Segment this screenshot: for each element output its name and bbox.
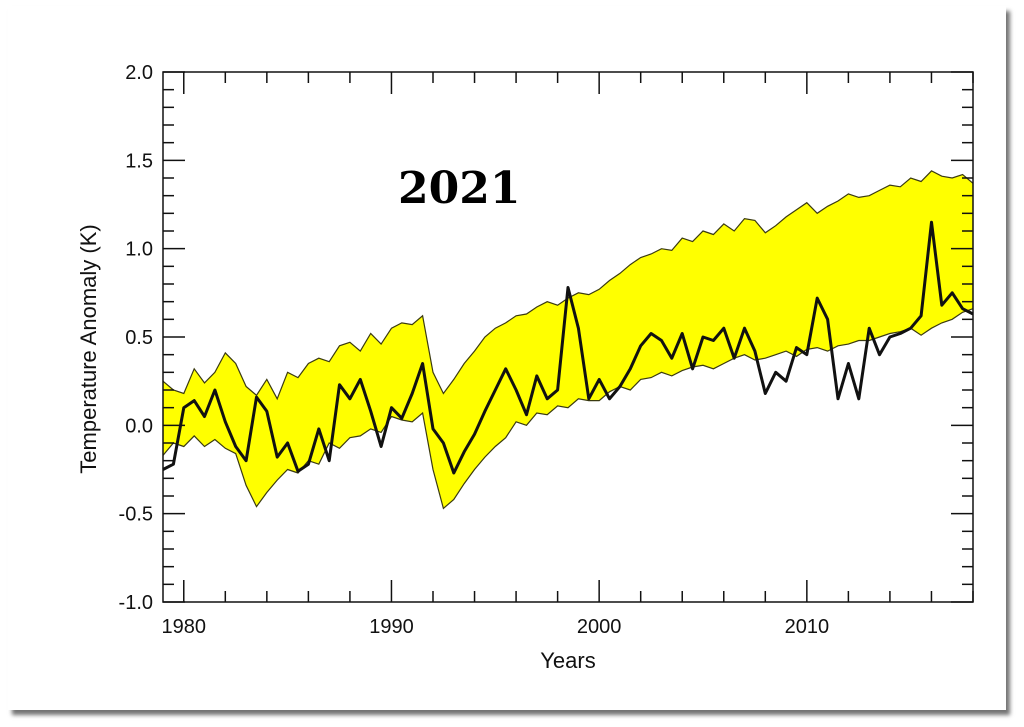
chart-frame: 1980 1990 2000 2010 -1.0 -0.5 0.0 0.5 1.0 1.5 2.0 …: [8, 6, 1006, 710]
x-tick-label: 1990: [369, 616, 414, 638]
y-tick-label: 1.5: [125, 150, 153, 172]
model-range-band: [163, 170, 973, 509]
year-annotation: 2021: [398, 163, 520, 214]
y-tick-label: -1.0: [119, 592, 153, 614]
x-tick-label: 2000: [577, 616, 622, 638]
y-tick-label: 1.0: [125, 239, 153, 261]
axis-ticks: [163, 71, 974, 603]
tick-labels: 1980 1990 2000 2010 -1.0 -0.5 0.0 0.5 1.0 1.5 2.0: [119, 62, 830, 638]
y-tick-label: 0.5: [125, 327, 153, 349]
x-tick-label: 2010: [785, 616, 830, 638]
y-tick-label: 0.0: [125, 415, 153, 437]
x-tick-label: 1980: [162, 616, 207, 638]
y-tick-label: 2.0: [125, 62, 153, 84]
x-axis-title: Years: [540, 648, 595, 673]
y-tick-label: -0.5: [119, 504, 153, 526]
temperature-anomaly-chart: 1980 1990 2000 2010-1.0-0.50.00.51.01.52.0 …: [76, 62, 974, 673]
plot-group: [162, 170, 974, 510]
observed-temperature-line: [162, 220, 974, 475]
y-axis-title: Temperature Anomaly (K): [76, 224, 101, 473]
model-range-lower-edge: [162, 308, 974, 510]
